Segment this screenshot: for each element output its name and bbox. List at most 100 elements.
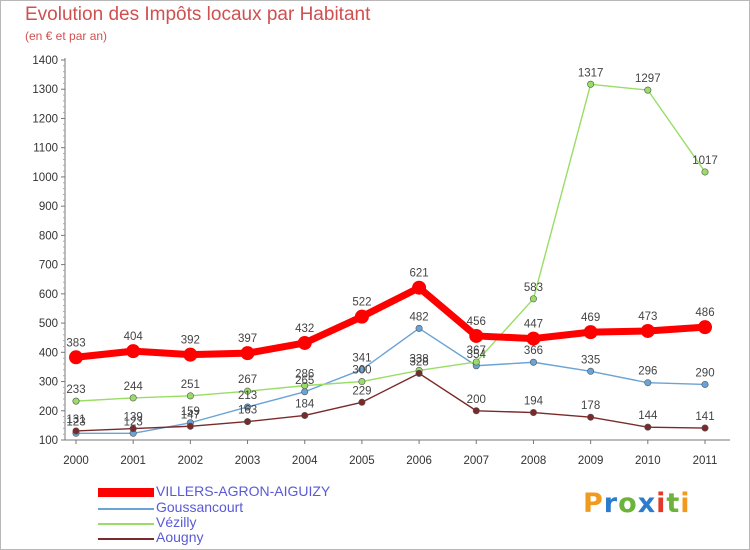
data-point-goussancourt <box>529 358 537 366</box>
data-label-vezilly: 1017 <box>692 155 718 167</box>
data-label-vezilly: 244 <box>124 381 144 393</box>
data-label-villers-agron-aiguizy: 469 <box>581 312 600 324</box>
series-line-aougny <box>75 372 706 432</box>
data-label-vezilly: 583 <box>524 282 543 294</box>
legend-label: Aougny <box>156 529 204 545</box>
data-point-aougny <box>415 369 423 377</box>
data-point-vezilly <box>301 382 309 390</box>
data-point-villers-agron-aiguizy <box>297 335 312 350</box>
data-point-vezilly <box>244 387 252 395</box>
series-line-villers-agron-aiguizy <box>75 284 706 361</box>
data-label-goussancourt: 213 <box>238 390 257 402</box>
data-point-vezilly <box>186 392 194 400</box>
data-point-villers-agron-aiguizy <box>698 320 712 335</box>
data-point-vezilly <box>129 394 137 402</box>
data-label-villers-agron-aiguizy: 392 <box>181 335 200 347</box>
data-point-vezilly <box>72 397 80 405</box>
data-label-aougny: 163 <box>238 405 257 417</box>
data-label-villers-agron-aiguizy: 473 <box>638 311 657 323</box>
data-point-goussancourt <box>701 380 709 388</box>
x-tick-label: 2005 <box>349 455 375 467</box>
data-point-aougny <box>358 398 366 406</box>
data-point-goussancourt <box>244 403 252 411</box>
data-label-goussancourt: 290 <box>695 367 714 379</box>
data-label-goussancourt: 482 <box>409 311 428 323</box>
x-tick-label: 2000 <box>63 455 89 467</box>
data-point-aougny <box>472 407 480 415</box>
y-tick-label: 1300 <box>32 84 58 96</box>
data-label-aougny: 131 <box>66 414 85 426</box>
data-point-goussancourt <box>301 388 309 396</box>
data-point-goussancourt <box>358 366 366 374</box>
x-tick-label: 2003 <box>235 455 261 467</box>
data-point-villers-agron-aiguizy <box>69 350 83 365</box>
series-line-goussancourt <box>76 327 706 434</box>
x-tick-label: 2007 <box>463 455 489 467</box>
data-label-goussancourt: 354 <box>467 349 487 361</box>
y-tick-label: 1100 <box>33 143 58 155</box>
legend-swatch <box>98 523 154 525</box>
data-point-villers-agron-aiguizy <box>469 328 484 343</box>
data-point-villers-agron-aiguizy <box>526 331 541 346</box>
data-label-aougny: 328 <box>409 356 428 368</box>
data-point-vezilly <box>529 295 537 303</box>
data-point-villers-agron-aiguizy <box>583 325 598 340</box>
data-label-vezilly: 367 <box>467 345 486 357</box>
x-tick-label: 2011 <box>693 455 718 467</box>
data-label-villers-agron-aiguizy: 456 <box>467 316 486 328</box>
x-tick-label: 2009 <box>578 455 604 467</box>
legend-label: VILLERS-AGRON-AIGUIZY <box>156 483 331 499</box>
y-tick-label: 1400 <box>32 55 58 67</box>
data-label-aougny: 200 <box>467 394 486 406</box>
proxiti-logo: Proxiti <box>583 488 691 519</box>
y-tick-label: 800 <box>39 230 58 242</box>
data-point-aougny <box>129 425 137 433</box>
y-tick-label: 100 <box>39 435 58 447</box>
data-label-aougny: 229 <box>352 385 371 397</box>
data-point-goussancourt <box>415 324 423 332</box>
data-point-aougny <box>701 424 709 432</box>
data-point-vezilly <box>472 358 480 366</box>
data-label-villers-agron-aiguizy: 522 <box>352 297 371 309</box>
data-label-vezilly: 300 <box>352 365 371 377</box>
data-label-aougny: 147 <box>181 409 200 421</box>
data-label-aougny: 144 <box>638 410 658 422</box>
data-label-vezilly: 1317 <box>578 67 604 79</box>
data-label-villers-agron-aiguizy: 621 <box>409 268 428 280</box>
data-label-aougny: 178 <box>581 400 600 412</box>
data-point-aougny <box>644 423 652 431</box>
y-tick-label: 500 <box>39 318 58 330</box>
data-label-goussancourt: 335 <box>581 354 600 366</box>
data-point-vezilly <box>358 378 366 386</box>
data-label-villers-agron-aiguizy: 397 <box>238 333 257 345</box>
legend-swatch <box>98 538 154 540</box>
y-tick-label: 1000 <box>32 172 58 184</box>
legend-item: Goussancourt <box>98 499 428 516</box>
y-tick-label: 700 <box>39 260 58 272</box>
data-label-aougny: 139 <box>124 412 143 424</box>
data-label-aougny: 184 <box>295 398 315 410</box>
series-line-vezilly <box>75 83 706 402</box>
data-label-goussancourt: 341 <box>352 353 371 365</box>
y-tick-label: 200 <box>39 406 58 418</box>
chart-subtitle: (en € et par an) <box>25 29 108 43</box>
data-point-aougny <box>587 413 595 421</box>
y-tick-label: 600 <box>39 289 58 301</box>
data-point-villers-agron-aiguizy <box>126 344 141 359</box>
chart-title: Evolution des Impôts locaux par Habitant <box>25 4 371 25</box>
data-label-vezilly: 286 <box>295 369 314 381</box>
data-point-vezilly <box>701 168 709 176</box>
data-point-aougny <box>244 418 252 426</box>
legend-item: Aougny <box>98 529 428 546</box>
legend-item: Vézilly <box>98 514 428 531</box>
data-point-vezilly <box>587 80 595 88</box>
data-point-aougny <box>301 411 309 419</box>
data-point-vezilly <box>644 86 652 94</box>
x-tick-label: 2010 <box>635 455 661 467</box>
data-label-villers-agron-aiguizy: 486 <box>695 307 714 319</box>
legend-label: Vézilly <box>156 514 197 530</box>
y-tick-label: 300 <box>39 377 58 389</box>
data-label-villers-agron-aiguizy: 447 <box>524 319 543 331</box>
y-tick-label: 400 <box>39 347 58 359</box>
